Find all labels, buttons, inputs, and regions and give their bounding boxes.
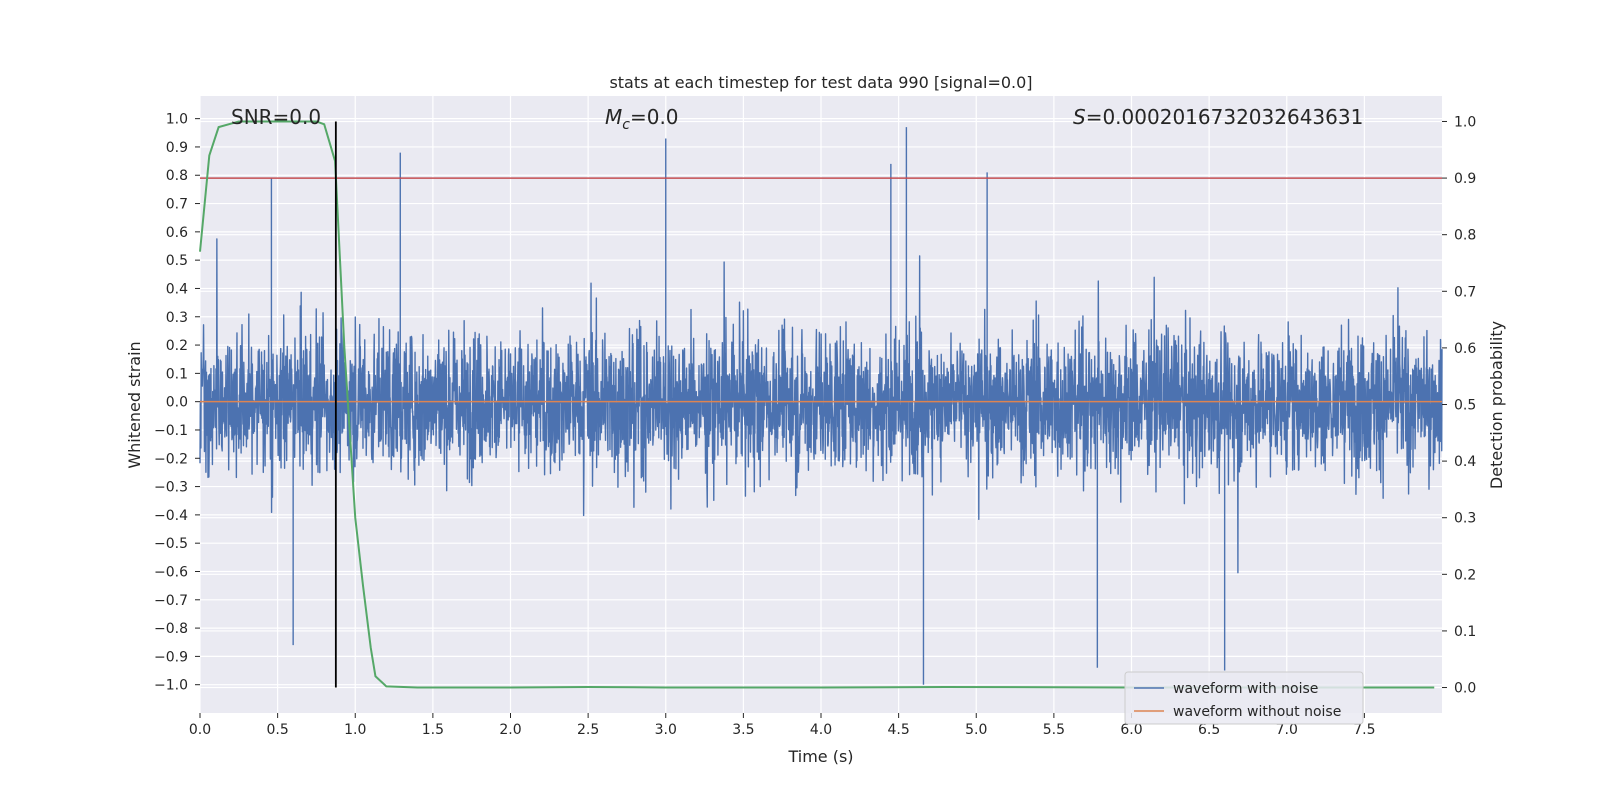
y-left-tick-label: 0.2 [166, 338, 188, 354]
y-left-tick-label: 1.0 [166, 112, 188, 128]
axes: 0.0 0.5 1.0 1.5 2.0 2.5 3.0 3.5 4.0 4.5 5.0 5.5 6.0 6… [154, 112, 1476, 738]
x-tick-label: 6.5 [1198, 722, 1220, 738]
y-right-tick-label: 0.4 [1454, 454, 1476, 470]
y-right-tick-label: 0.9 [1454, 171, 1476, 187]
legend-box [1124, 671, 1364, 725]
y-left-tick-label: −0.2 [154, 451, 188, 467]
y-left-tick-label: 0.7 [166, 197, 188, 213]
legend-entry: waveform without noise [1173, 704, 1341, 720]
x-tick-label: 4.5 [887, 722, 909, 738]
y-left-tick-label: 0.9 [166, 140, 188, 156]
x-tick-label: 1.0 [344, 722, 366, 738]
y-right-tick-label: 0.1 [1454, 624, 1476, 640]
y-left-tick-label: 0.8 [166, 168, 188, 184]
y-axis-left-title: Whitened strain [125, 341, 144, 468]
x-tick-label: 3.0 [655, 722, 677, 738]
y-right-tick-label: 0.2 [1454, 567, 1476, 583]
y-left-tick-label: −0.9 [154, 649, 188, 665]
y-right-tick-label: 1.0 [1454, 114, 1476, 130]
x-tick-label: 5.5 [1043, 722, 1065, 738]
y-axis-right-title: Detection probability [1487, 321, 1506, 489]
y-left-tick-label: 0.1 [166, 366, 188, 382]
y-left-tick-label: −0.6 [154, 564, 188, 580]
x-tick-label: 7.0 [1276, 722, 1298, 738]
x-tick-label: 4.0 [810, 722, 832, 738]
y-left-tick-label: −0.3 [154, 480, 188, 496]
y-right-tick-label: 0.7 [1454, 284, 1476, 300]
y-left-tick-label: −0.8 [154, 621, 188, 637]
chart-title: stats at each timestep for test data 990… [609, 73, 1032, 92]
series-layer [199, 120, 1443, 689]
x-tick-label: 2.5 [577, 722, 599, 738]
y-right-tick-label: 0.5 [1454, 398, 1476, 414]
x-tick-label: 1.5 [422, 722, 444, 738]
x-tick-label: 3.5 [732, 722, 754, 738]
annotation-mc-symbol: M [605, 105, 622, 129]
legend: waveform with noise waveform without nois… [1124, 671, 1364, 725]
x-tick-label: 7.5 [1353, 722, 1375, 738]
y-left-tick-label: 0.0 [166, 395, 188, 411]
x-axis-title: Time (s) [787, 747, 853, 766]
legend-entry: waveform with noise [1173, 681, 1318, 697]
y-left-tick-label: −0.5 [154, 536, 188, 552]
series-detection-probability [199, 120, 1435, 689]
y-right-tick-label: 0.6 [1454, 341, 1476, 357]
x-tick-label: 0.5 [266, 722, 288, 738]
annotation-snr: SNR=0.0 [231, 105, 321, 129]
annotation-s-value: =0.0002016732032643631 [1086, 105, 1364, 129]
x-tick-label: 5.0 [965, 722, 987, 738]
y-left-tick-label: 0.5 [166, 253, 188, 269]
y-left-tick-label: −1.0 [154, 678, 188, 694]
y-right-tick-label: 0.3 [1454, 511, 1476, 527]
annotation-s: S=0.0002016732032643631 [1073, 105, 1363, 129]
y-right-tick-label: 0.8 [1454, 228, 1476, 244]
annotation-mc: Mc=0.0 [605, 105, 679, 133]
x-tick-label: 0.0 [189, 722, 211, 738]
y-left-tick-label: −0.1 [154, 423, 188, 439]
y-left-tick-label: 0.6 [166, 225, 188, 241]
annotation-s-symbol: S [1073, 105, 1086, 129]
annotations: SNR=0.0 Mc=0.0 S=0.0002016732032643631 [231, 105, 1363, 133]
y-left-tick-label: −0.4 [154, 508, 188, 524]
series-waveform-with-noise [199, 127, 1443, 685]
y-left-tick-label: 0.4 [166, 281, 188, 297]
annotation-mc-subscript: c [622, 117, 630, 133]
y-left-tick-label: 0.3 [166, 310, 188, 326]
x-tick-label: 6.0 [1120, 722, 1142, 738]
y-right-tick-label: 0.0 [1454, 681, 1476, 697]
annotation-mc-value: =0.0 [630, 105, 679, 129]
y-left-tick-label: −0.7 [154, 593, 188, 609]
x-tick-label: 2.0 [499, 722, 521, 738]
